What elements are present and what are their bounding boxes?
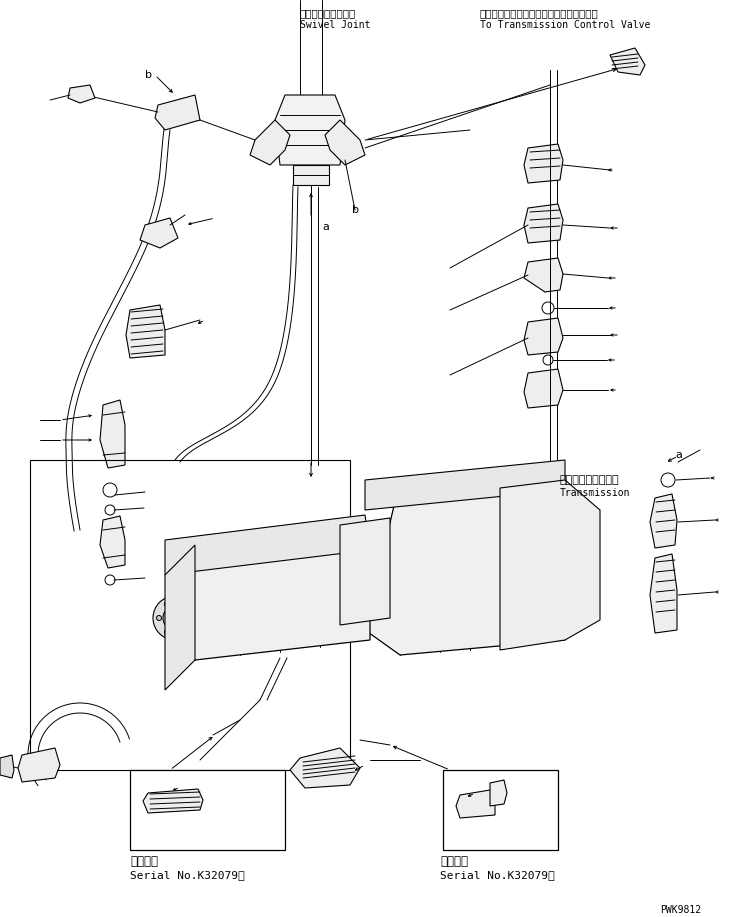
Circle shape xyxy=(165,602,170,607)
Polygon shape xyxy=(155,95,200,130)
Text: Serial No.K32079～: Serial No.K32079～ xyxy=(440,870,555,880)
Polygon shape xyxy=(490,780,507,806)
Polygon shape xyxy=(610,48,645,75)
Circle shape xyxy=(156,615,162,621)
Polygon shape xyxy=(165,525,370,660)
Circle shape xyxy=(344,554,380,590)
Polygon shape xyxy=(524,369,563,408)
Polygon shape xyxy=(365,460,565,510)
Text: Serial No.K32079～: Serial No.K32079～ xyxy=(130,870,245,880)
Circle shape xyxy=(313,174,321,182)
Polygon shape xyxy=(340,518,390,625)
Text: b: b xyxy=(352,205,359,215)
Circle shape xyxy=(535,542,575,582)
Polygon shape xyxy=(0,755,14,778)
Text: To Transmission Control Valve: To Transmission Control Valve xyxy=(480,20,650,30)
Circle shape xyxy=(524,559,530,565)
Text: Swivel Joint: Swivel Joint xyxy=(300,20,370,30)
Polygon shape xyxy=(365,465,565,655)
Polygon shape xyxy=(250,120,290,165)
Polygon shape xyxy=(650,554,677,633)
Circle shape xyxy=(494,792,506,804)
Circle shape xyxy=(544,274,556,286)
Polygon shape xyxy=(650,494,677,548)
Text: PWK9812: PWK9812 xyxy=(660,905,701,915)
Circle shape xyxy=(301,174,309,182)
Polygon shape xyxy=(165,515,370,575)
Circle shape xyxy=(330,540,394,604)
Circle shape xyxy=(572,579,578,585)
Polygon shape xyxy=(140,218,178,248)
Text: スイベルジョイント: スイベルジョイント xyxy=(300,8,356,18)
Polygon shape xyxy=(18,748,60,782)
Circle shape xyxy=(580,559,586,565)
Circle shape xyxy=(180,602,186,607)
Circle shape xyxy=(543,330,553,340)
Circle shape xyxy=(163,606,187,630)
Text: Transmission: Transmission xyxy=(560,488,630,498)
Text: トランスミッション: トランスミッション xyxy=(560,475,620,485)
Text: 適用号機: 適用号機 xyxy=(440,855,468,868)
Polygon shape xyxy=(100,516,125,568)
Polygon shape xyxy=(100,400,125,468)
Polygon shape xyxy=(165,545,195,690)
Circle shape xyxy=(520,527,590,597)
Circle shape xyxy=(572,539,578,546)
Circle shape xyxy=(180,629,186,635)
Circle shape xyxy=(171,614,179,622)
Circle shape xyxy=(552,587,558,593)
Polygon shape xyxy=(143,789,203,813)
Text: b: b xyxy=(145,70,152,80)
Polygon shape xyxy=(325,120,365,165)
Circle shape xyxy=(552,531,558,537)
Circle shape xyxy=(188,615,194,621)
Polygon shape xyxy=(524,144,563,183)
Bar xyxy=(130,770,285,850)
Polygon shape xyxy=(290,748,360,788)
Text: a: a xyxy=(675,450,682,460)
Polygon shape xyxy=(524,318,563,355)
Bar xyxy=(293,165,329,185)
Text: 適用号機: 適用号機 xyxy=(130,855,158,868)
Circle shape xyxy=(356,566,368,578)
Polygon shape xyxy=(68,85,95,103)
Polygon shape xyxy=(524,258,563,292)
Polygon shape xyxy=(524,204,563,243)
Polygon shape xyxy=(275,95,345,165)
Circle shape xyxy=(547,554,563,570)
Text: a: a xyxy=(322,222,329,232)
Circle shape xyxy=(141,794,155,808)
Circle shape xyxy=(153,596,197,640)
Polygon shape xyxy=(500,480,600,650)
Circle shape xyxy=(532,539,538,546)
Bar xyxy=(30,460,350,770)
Bar xyxy=(443,770,558,850)
Circle shape xyxy=(532,579,538,585)
Text: トランスミッションコントロールバルブヘ: トランスミッションコントロールバルブヘ xyxy=(480,8,599,18)
Circle shape xyxy=(165,629,170,635)
Circle shape xyxy=(542,384,554,396)
Polygon shape xyxy=(456,790,495,818)
Polygon shape xyxy=(126,305,165,358)
